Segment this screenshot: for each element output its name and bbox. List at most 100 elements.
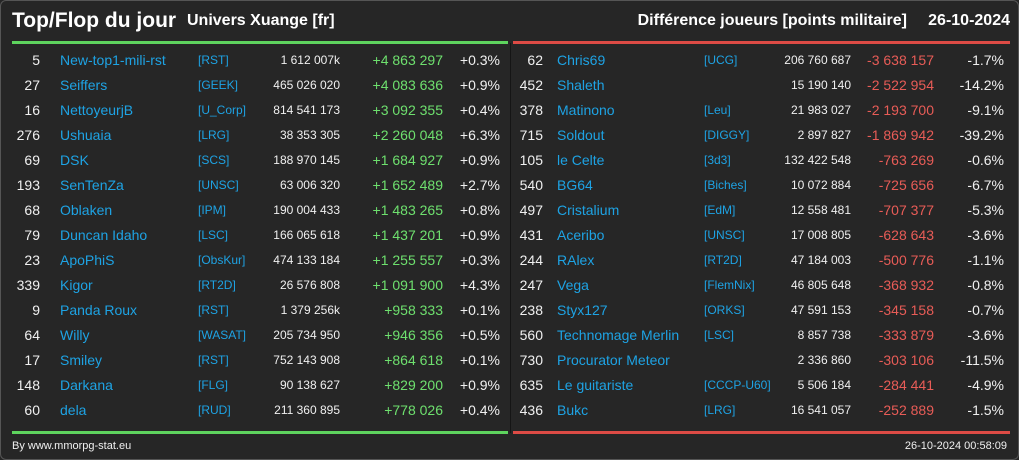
flop-alliance-link[interactable]: [3d3]: [704, 153, 731, 167]
flop-player-link[interactable]: Matinono: [557, 102, 615, 118]
top-player-link[interactable]: ApoPhiS: [60, 252, 115, 268]
flop-difference: -284 441: [878, 377, 934, 393]
flop-player-link[interactable]: Styx127: [557, 302, 608, 318]
top-alliance-link[interactable]: [WASAT]: [198, 328, 246, 342]
top-row: 68 Oblaken [IPM] 190 004 433 +1 483 265 +0.8%: [12, 198, 508, 223]
top-alliance-link[interactable]: [RST]: [198, 303, 229, 317]
top-player-link[interactable]: Kigor: [60, 277, 93, 293]
top-difference: +864 618: [384, 352, 443, 368]
top-player-link[interactable]: Willy: [60, 327, 90, 343]
top-points: 190 004 433: [273, 203, 340, 217]
top-player-link[interactable]: Oblaken: [60, 202, 113, 218]
flop-rank: 238: [519, 302, 543, 318]
top-rank: 69: [24, 152, 40, 168]
page-title: Top/Flop du jour: [12, 9, 177, 32]
flop-points: 206 760 687: [784, 53, 851, 67]
flop-row: 730 Procurator Meteor 2 336 860 -303 106 -11…: [513, 348, 1010, 373]
top-alliance-link[interactable]: [IPM]: [198, 203, 227, 217]
flop-difference: -1 869 942: [867, 127, 934, 143]
flop-player-link[interactable]: Shaleth: [557, 77, 605, 93]
flop-rank: 560: [519, 327, 543, 343]
top-rank: 9: [32, 302, 40, 318]
top-alliance-link[interactable]: [RST]: [198, 53, 229, 67]
flop-alliance-link[interactable]: [LRG]: [704, 403, 736, 417]
flop-alliance-link[interactable]: [Biches]: [704, 178, 747, 192]
flop-rank: 730: [519, 352, 543, 368]
flop-player-link[interactable]: Le guitariste: [557, 377, 634, 393]
flop-alliance-link[interactable]: [ORKS]: [704, 303, 745, 317]
flop-player-link[interactable]: BG64: [557, 177, 593, 193]
flop-alliance-link[interactable]: [DIGGY]: [704, 128, 750, 142]
flop-difference: -725 656: [878, 177, 934, 193]
credit-text: By www.mmorpg-stat.eu: [12, 440, 132, 452]
top-player-link[interactable]: Smiley: [60, 352, 103, 368]
top-player-link[interactable]: Seiffers: [60, 77, 108, 93]
top-alliance-link[interactable]: [RST]: [198, 353, 229, 367]
flop-difference: -345 158: [878, 302, 934, 318]
flop-alliance-link[interactable]: [LSC]: [704, 328, 735, 342]
flop-player-link[interactable]: RAlex: [557, 252, 595, 268]
top-player-link[interactable]: DSK: [60, 152, 89, 168]
top-rank: 5: [32, 52, 40, 68]
flop-alliance-link[interactable]: [UCG]: [704, 53, 738, 67]
top-alliance-link[interactable]: [LRG]: [198, 128, 230, 142]
flop-row: 436 Bukc [LRG] 16 541 057 -252 889 -1.5%: [513, 398, 1010, 423]
top-percent: +0.1%: [459, 352, 500, 368]
top-player-link[interactable]: New-top1-mili-rst: [60, 52, 166, 68]
top-player-link[interactable]: Ushuaia: [60, 127, 112, 143]
top-rank: 193: [16, 177, 40, 193]
top-alliance-link[interactable]: [ObsKur]: [198, 253, 246, 267]
flop-player-link[interactable]: le Celte: [557, 152, 605, 168]
header: Top/Flop du jour Univers Xuange [fr] Dif…: [12, 9, 1010, 35]
top-alliance-link[interactable]: [RT2D]: [198, 278, 236, 292]
top-percent: +0.5%: [459, 327, 500, 343]
top-points: 38 353 305: [279, 128, 340, 142]
top-alliance-link[interactable]: [RUD]: [198, 403, 231, 417]
top-player-link[interactable]: Duncan Idaho: [60, 227, 148, 243]
top-row: 193 SenTenZa [UNSC] 63 006 320 +1 652 489 +2.…: [12, 173, 508, 198]
flop-percent: -11.5%: [960, 352, 1004, 368]
top-alliance-link[interactable]: [LSC]: [198, 228, 229, 242]
top-difference: +1 255 557: [372, 252, 443, 268]
flop-player-link[interactable]: Bukc: [557, 402, 589, 418]
flop-row: 238 Styx127 [ORKS] 47 591 153 -345 158 -0.7%: [513, 298, 1010, 323]
flop-difference: -2 522 954: [867, 77, 934, 93]
flop-difference: -628 643: [878, 227, 934, 243]
top-player-link[interactable]: Darkana: [60, 377, 113, 393]
top-points: 63 006 320: [279, 178, 340, 192]
flop-player-link[interactable]: Vega: [557, 277, 589, 293]
top-player-link[interactable]: SenTenZa: [60, 177, 124, 193]
flop-points: 132 422 548: [784, 153, 851, 167]
flop-difference: -763 269: [878, 152, 934, 168]
flop-player-link[interactable]: Aceribo: [557, 227, 605, 243]
top-difference: +4 083 636: [372, 77, 443, 93]
flop-rank: 244: [519, 252, 543, 268]
top-alliance-link[interactable]: [U_Corp]: [198, 103, 247, 117]
flop-alliance-link[interactable]: [RT2D]: [704, 253, 742, 267]
flop-percent: -3.6%: [967, 227, 1004, 243]
flop-alliance-link[interactable]: [EdM]: [704, 203, 736, 217]
top-player-link[interactable]: NettoyeurjB: [60, 102, 134, 118]
flop-player-link[interactable]: Technomage Merlin: [557, 327, 680, 343]
flop-player-link[interactable]: Chris69: [557, 52, 606, 68]
flop-points: 8 857 738: [797, 328, 851, 342]
top-rank: 68: [24, 202, 40, 218]
flop-player-link[interactable]: Cristalium: [557, 202, 620, 218]
top-alliance-link[interactable]: [FLG]: [198, 378, 229, 392]
top-difference: +3 092 355: [372, 102, 443, 118]
flop-alliance-link[interactable]: [UNSC]: [704, 228, 745, 242]
header-date: 26-10-2024: [928, 12, 1010, 29]
flop-player-link[interactable]: Soldout: [557, 127, 605, 143]
top-alliance-link[interactable]: [SCS]: [198, 153, 230, 167]
top-points: 1 612 007k: [280, 53, 340, 67]
top-alliance-link[interactable]: [UNSC]: [198, 178, 239, 192]
flop-alliance-link[interactable]: [FlemNix]: [704, 278, 755, 292]
top-player-link[interactable]: Panda Roux: [60, 302, 138, 318]
flop-alliance-link[interactable]: [CCCP-U60]: [704, 378, 771, 392]
top-player-link[interactable]: dela: [60, 402, 87, 418]
flop-alliance-link[interactable]: [Leu]: [704, 103, 731, 117]
top-accent-bar: [12, 41, 508, 44]
flop-player-link[interactable]: Procurator Meteor: [557, 352, 670, 368]
top-alliance-link[interactable]: [GEEK]: [198, 78, 239, 92]
top-difference: +1 483 265: [372, 202, 443, 218]
